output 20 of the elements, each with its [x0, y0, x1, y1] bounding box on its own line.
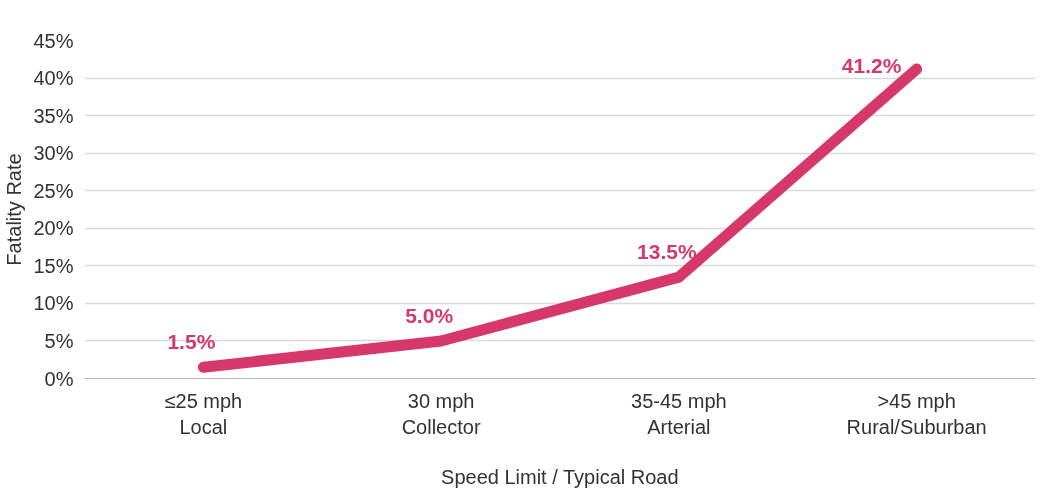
data-label: 1.5%: [167, 330, 216, 354]
x-tick-label: ≤25 mph Local: [164, 389, 243, 438]
data-label: 5.0%: [405, 303, 454, 327]
x-axis-title: Speed Limit / Typical Road: [441, 465, 679, 488]
y-tick-label: 25%: [33, 179, 74, 202]
y-tick-label: 35%: [33, 104, 74, 127]
y-tick-label: 5%: [44, 329, 74, 352]
y-tick-label: 45%: [33, 29, 74, 52]
x-tick-label: 30 mph Collector: [401, 389, 481, 438]
y-tick-label: 0%: [44, 367, 74, 390]
y-tick-label: 15%: [33, 254, 74, 277]
data-label: 13.5%: [637, 240, 697, 264]
y-tick-label: 30%: [33, 142, 74, 165]
x-tick-label: 35-45 mph Arterial: [631, 389, 727, 438]
y-tick-label: 40%: [33, 67, 74, 90]
y-tick-label: 10%: [33, 292, 74, 315]
y-axis-title: Fatality Rate: [3, 153, 26, 266]
data-label: 41.2%: [841, 54, 902, 78]
y-tick-label: 20%: [33, 217, 74, 240]
x-tick-label: >45 mph Rural/Suburban: [846, 389, 987, 438]
